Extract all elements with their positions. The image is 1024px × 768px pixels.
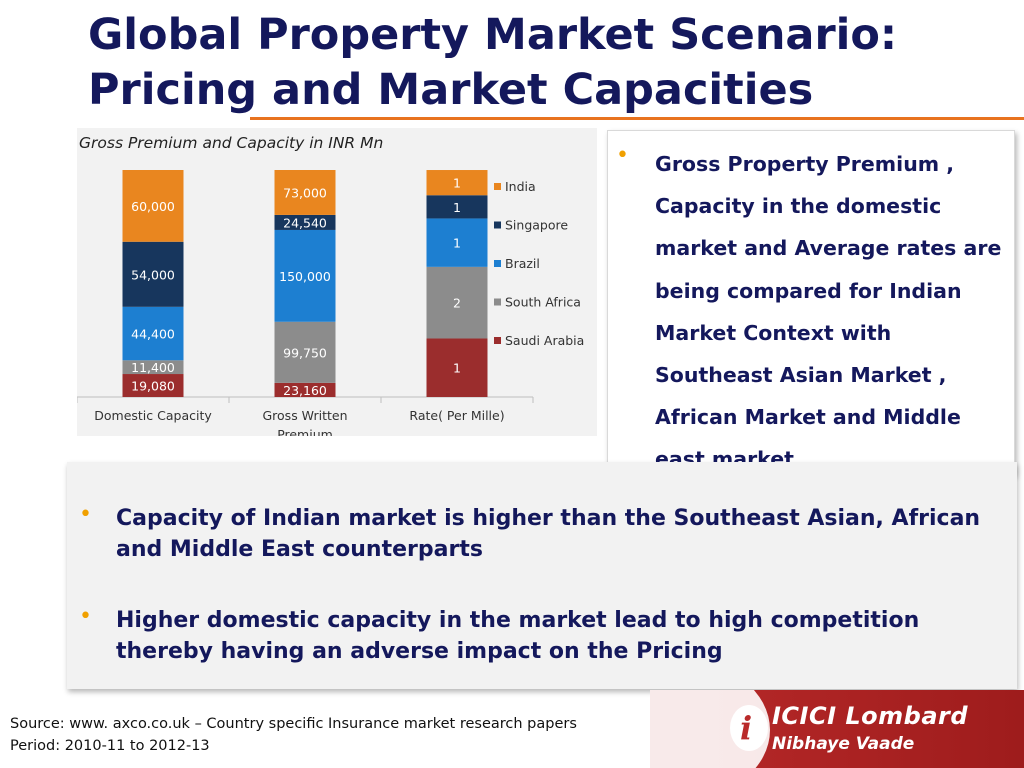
legend-label: Saudi Arabia bbox=[505, 333, 584, 348]
logo-tagline: Nibhaye Vaade bbox=[772, 734, 915, 754]
data-label: 99,750 bbox=[283, 345, 327, 360]
bar-segment-brazil bbox=[122, 306, 184, 361]
bar-segment-brazil bbox=[426, 218, 488, 267]
data-label: 150,000 bbox=[279, 269, 331, 284]
key-point-1: Capacity of Indian market is higher than… bbox=[116, 506, 981, 562]
bar-segment-india bbox=[122, 170, 184, 242]
legend-swatch bbox=[494, 298, 501, 306]
bar-segment-singapore bbox=[426, 195, 488, 219]
data-label: 24,540 bbox=[283, 215, 327, 230]
legend-label: South Africa bbox=[505, 295, 581, 310]
data-label: 1 bbox=[453, 176, 461, 191]
source-note: Source: www. axco.co.uk – Country specif… bbox=[10, 713, 577, 757]
source-line: Source: www. axco.co.uk – Country specif… bbox=[10, 716, 577, 732]
logo-emblem-icon: i bbox=[730, 705, 768, 751]
data-label: 44,400 bbox=[131, 327, 175, 342]
data-label: 2 bbox=[453, 296, 461, 311]
legend-swatch bbox=[494, 183, 501, 190]
data-label: 23,160 bbox=[283, 383, 327, 398]
bar-segment-brazil bbox=[274, 229, 336, 322]
summary-text: Gross Property Premium , Capacity in the… bbox=[655, 152, 1002, 472]
bar-segment-india bbox=[274, 170, 336, 215]
legend-label: India bbox=[505, 179, 536, 194]
data-label: 54,000 bbox=[131, 267, 175, 282]
data-label: 1 bbox=[453, 200, 461, 215]
data-label: 19,080 bbox=[131, 379, 175, 394]
data-label: 73,000 bbox=[283, 185, 327, 200]
key-point-2: Higher domestic capacity in the market l… bbox=[116, 608, 920, 664]
legend-swatch bbox=[494, 337, 501, 344]
bar-segment-india bbox=[426, 170, 488, 196]
data-label: 11,400 bbox=[131, 360, 175, 375]
legend-swatch bbox=[494, 260, 501, 267]
bar-segment-saudi-arabia bbox=[426, 338, 488, 397]
x-tick-label: Gross Written bbox=[262, 408, 347, 423]
period-line: Period: 2010-11 to 2012-13 bbox=[10, 738, 210, 754]
legend-label: Brazil bbox=[505, 256, 540, 271]
bar-segment-singapore bbox=[122, 241, 184, 307]
logo-wordmark: ICICI Lombard bbox=[772, 702, 969, 730]
x-tick-label: Domestic Capacity bbox=[94, 408, 212, 423]
x-tick-label: Premium bbox=[277, 427, 333, 436]
page-title: Global Property Market Scenario: Pricing… bbox=[88, 8, 988, 118]
bullet-icon: • bbox=[79, 604, 92, 629]
chart-heading: Gross Premium and Capacity in INR Mn bbox=[79, 134, 384, 152]
legend-label: Singapore bbox=[505, 218, 568, 233]
page-title-line-1: Global Property Market Scenario: bbox=[88, 10, 898, 60]
data-label: 1 bbox=[453, 361, 461, 376]
data-label: 1 bbox=[453, 236, 461, 251]
key-points-box: • Capacity of Indian market is higher th… bbox=[67, 462, 1017, 689]
bar-segment-south-africa bbox=[426, 266, 488, 339]
bar-segment-singapore bbox=[274, 214, 336, 230]
title-underline bbox=[250, 117, 1024, 120]
brand-logo: i ICICI Lombard Nibhaye Vaade bbox=[650, 690, 1024, 768]
x-tick-label: Rate( Per Mille) bbox=[409, 408, 504, 423]
stacked-bar-chart: 19,080 11,400 44,400 54,000 60,000 Domestic C… bbox=[77, 170, 584, 436]
bar-segment-saudi-arabia bbox=[274, 382, 336, 397]
bar-segment-south-africa bbox=[274, 321, 336, 383]
bullet-icon: • bbox=[79, 502, 92, 527]
bar-segment-saudi-arabia bbox=[122, 374, 184, 397]
chart-panel: 19,080 11,400 44,400 54,000 60,000 Domestic C… bbox=[77, 128, 597, 436]
summary-callout: • Gross Property Premium , Capacity in t… bbox=[607, 130, 1015, 475]
bar-segment-south-africa bbox=[122, 360, 184, 375]
page-title-line-2: Pricing and Market Capacities bbox=[88, 65, 814, 115]
bullet-icon: • bbox=[616, 143, 629, 168]
legend-swatch bbox=[494, 221, 501, 229]
data-label: 60,000 bbox=[131, 199, 175, 214]
